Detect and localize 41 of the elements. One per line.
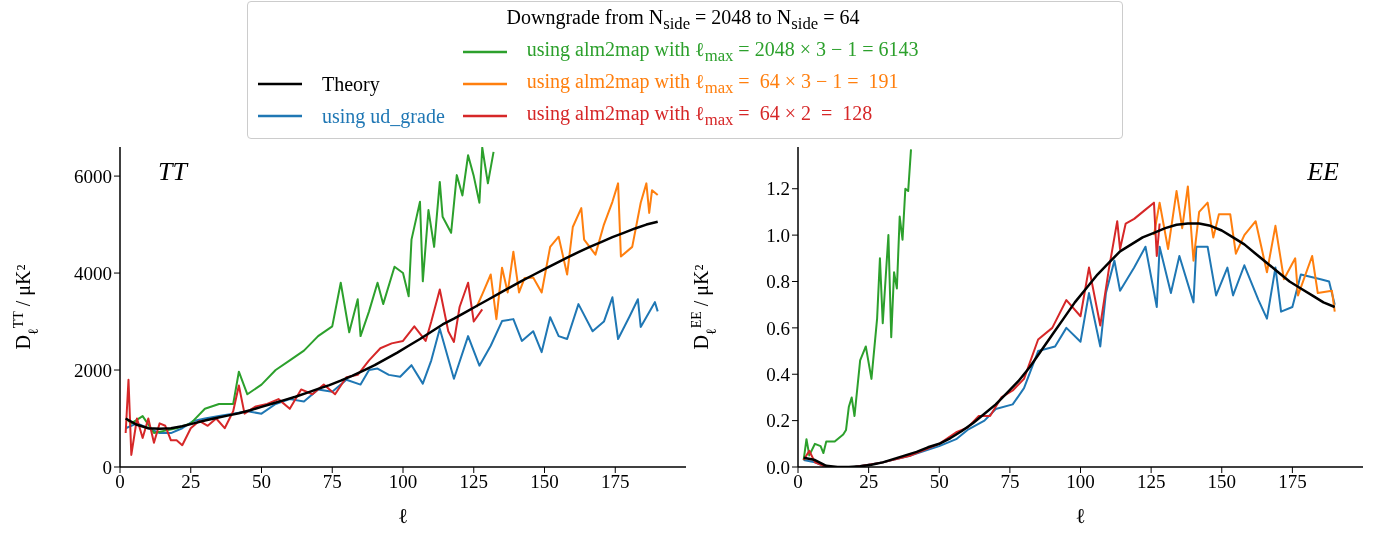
line-series <box>802 201 1161 467</box>
x-tick-label: 125 <box>459 471 488 493</box>
legend-label: using ud_grade <box>322 104 445 128</box>
x-tick-label: 150 <box>1207 471 1236 493</box>
y-tick-label: 0.8 <box>766 271 790 293</box>
legend-title: Downgrade from N$_{side}$ = 2048 to N$_{side}$ = 64 <box>505 6 861 35</box>
x-tick-label: 150 <box>530 471 559 493</box>
y-tick-label: 0.2 <box>766 410 790 432</box>
line-series <box>1152 185 1336 313</box>
y-tick-label: 0.0 <box>766 456 790 478</box>
y-tick-label: 1.0 <box>766 224 790 246</box>
legend-label: using alm2map with ℓ$_{max}$ = 64 × 3 − 1 = 191 <box>526 70 899 98</box>
x-tick-label: 175 <box>1278 471 1307 493</box>
x-tick-label: 125 <box>1136 471 1166 493</box>
annotation: EE <box>1307 157 1339 187</box>
line-series <box>124 281 484 456</box>
x-tick-label: 50 <box>929 471 949 493</box>
x-tick-label: 75 <box>322 471 342 493</box>
x-tick-label: 50 <box>252 471 271 493</box>
x-tick-label: 100 <box>388 471 418 493</box>
x-tick-label: 175 <box>601 471 630 493</box>
y-tick-label: 4000 <box>74 262 112 284</box>
y-tick-label: 1.2 <box>766 178 790 200</box>
x-tick-label: 25 <box>181 471 201 493</box>
legend-label: using alm2map with ℓ$_{max}$ = 64 × 2 = 128 <box>526 102 873 130</box>
line-series <box>475 182 659 321</box>
legend-label: Theory <box>322 72 380 96</box>
x-axis-title: ℓ <box>397 504 409 528</box>
y-tick-label: 0.4 <box>766 363 791 385</box>
line-series <box>124 220 659 430</box>
x-tick-label: 100 <box>1066 471 1095 493</box>
x-tick-label: 75 <box>1000 471 1020 493</box>
y-tick-label: 0.6 <box>766 317 790 339</box>
annotation: TT <box>158 157 187 187</box>
y-tick-label: 2000 <box>74 359 112 381</box>
y-tick-label: 0 <box>102 456 112 478</box>
x-axis-title: ℓ <box>1075 504 1086 528</box>
line-series <box>124 296 659 435</box>
legend-label: using alm2map with ℓ$_{max}$ = 2048 × 3 − 1 = 6143 <box>526 38 919 66</box>
x-tick-label: 25 <box>859 471 879 493</box>
y-tick-label: 6000 <box>74 165 112 187</box>
